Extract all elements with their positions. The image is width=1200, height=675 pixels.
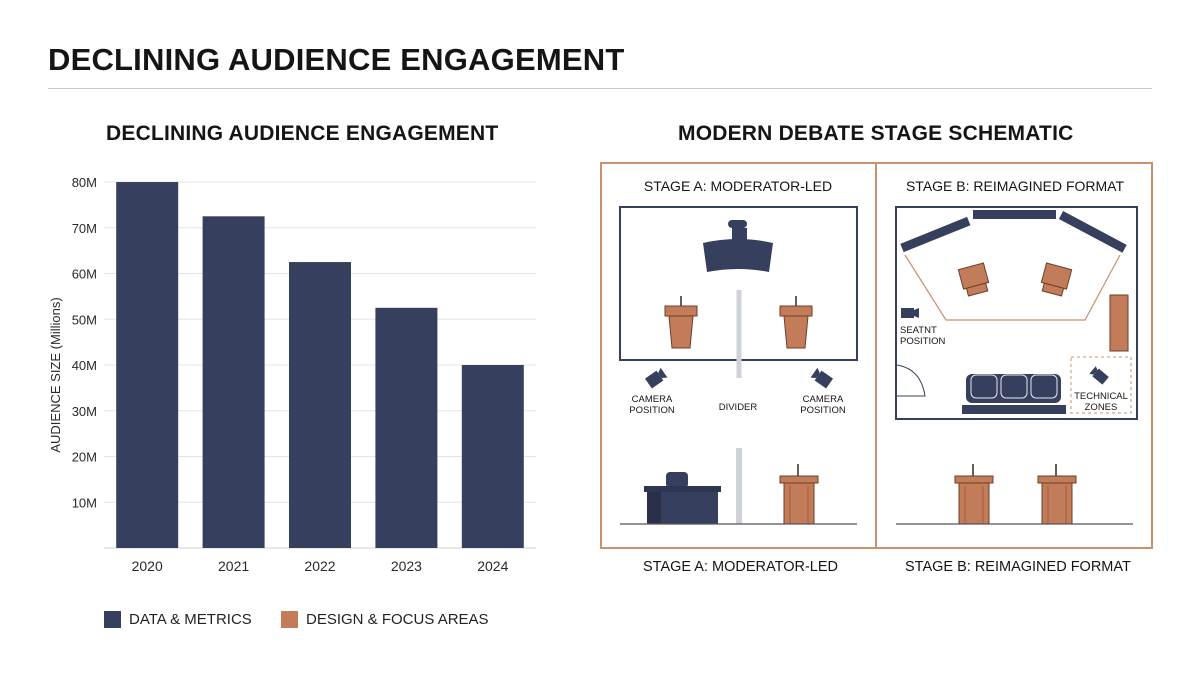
door-arc: [896, 364, 926, 397]
bar-2023: [375, 307, 438, 548]
audience-seating: [962, 374, 1066, 414]
screen-center: [973, 210, 1056, 219]
stage-a-caption: STAGE A: MODERATOR-LED: [643, 559, 838, 575]
legend-label: DATA & METRICS: [129, 611, 252, 628]
stage-b-caption: STAGE B: REIMAGINED FORMAT: [905, 559, 1131, 575]
x-tick-label: 2020: [132, 558, 163, 574]
bar-2021: [202, 216, 265, 548]
technical-label-1: TECHNICAL: [1074, 391, 1128, 402]
stage-b-plan-box: [895, 206, 1138, 420]
legend-swatch-navy: [104, 611, 121, 628]
seat-label-1: SEATNT: [900, 325, 937, 336]
side-panel: [1109, 294, 1129, 352]
camera-icon: [645, 367, 668, 389]
schematic-title: MODERN DEBATE STAGE SCHEMATIC: [678, 122, 1074, 145]
y-tick-label: 60M: [72, 267, 97, 282]
bar-2020: [116, 182, 179, 548]
bar-2024: [461, 365, 524, 548]
y-tick-label: 80M: [72, 175, 97, 190]
camera-left-label-2: POSITION: [629, 405, 675, 416]
x-tick-label: 2023: [391, 558, 422, 574]
screen-left: [900, 216, 971, 253]
camera-icon: [810, 367, 833, 389]
y-tick-label: 20M: [72, 450, 97, 465]
divider-elevation: [736, 448, 742, 524]
camera-right-label-2: POSITION: [800, 405, 846, 416]
podium-b-right-elevation: [1037, 464, 1077, 525]
y-tick-label: 40M: [72, 358, 97, 373]
y-tick-label: 70M: [72, 221, 97, 236]
moderator-desk-elevation: [644, 472, 721, 524]
technical-zone-box: [1070, 356, 1132, 414]
podium-right: [779, 296, 813, 349]
divider-label: DIVIDER: [719, 402, 758, 413]
screen-right: [1058, 211, 1127, 253]
legend-label: DESIGN & FOCUS AREAS: [306, 611, 489, 628]
bar-2022: [289, 262, 351, 548]
podium-left: [664, 296, 698, 349]
seat-label-2: POSITION: [900, 336, 946, 347]
page-title: DECLINING AUDIENCE ENGAGEMENT: [48, 42, 625, 77]
camera-icon: [1089, 366, 1109, 385]
title-divider: [48, 88, 1152, 89]
y-tick-label: 50M: [72, 312, 97, 327]
y-axis-title: AUDIENCE SIZE (Millions): [48, 297, 63, 452]
stage-b-curve-outline: [904, 254, 1121, 321]
podium-b-left: [957, 262, 990, 297]
podium-b-left-elevation: [954, 464, 994, 525]
x-tick-label: 2021: [218, 558, 249, 574]
x-tick-label: 2022: [304, 558, 335, 574]
camera-left-label-1: CAMERA: [632, 394, 673, 405]
y-tick-label: 30M: [72, 404, 97, 419]
podium-elevation: [779, 464, 819, 525]
moderator-desk: [703, 220, 773, 272]
camera-right-label-1: CAMERA: [803, 394, 844, 405]
chart-title: DECLINING AUDIENCE ENGAGEMENT: [106, 122, 499, 145]
legend-item-data-metrics: DATA & METRICS: [104, 611, 252, 628]
x-tick-label: 2024: [477, 558, 508, 574]
y-tick-label: 10M: [72, 495, 97, 510]
technical-label-2: ZONES: [1085, 402, 1118, 413]
camera-icon: [901, 308, 919, 318]
stage-a-heading: STAGE A: MODERATOR-LED: [644, 178, 832, 194]
stage-b-heading: STAGE B: REIMAGINED FORMAT: [906, 178, 1125, 194]
legend-item-design-focus: DESIGN & FOCUS AREAS: [281, 611, 489, 628]
podium-b-right: [1040, 262, 1073, 297]
legend-swatch-copper: [281, 611, 298, 628]
